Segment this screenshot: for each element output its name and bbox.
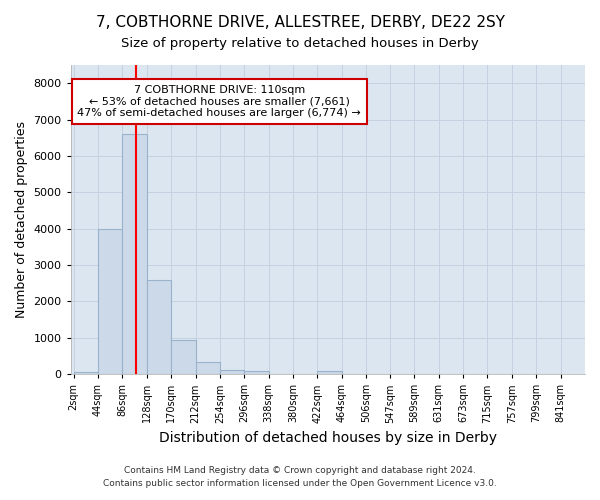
Text: Size of property relative to detached houses in Derby: Size of property relative to detached ho… — [121, 38, 479, 51]
Text: Contains HM Land Registry data © Crown copyright and database right 2024.
Contai: Contains HM Land Registry data © Crown c… — [103, 466, 497, 487]
Bar — [196, 362, 220, 374]
X-axis label: Distribution of detached houses by size in Derby: Distribution of detached houses by size … — [159, 431, 497, 445]
Bar — [244, 370, 269, 374]
Bar — [122, 134, 147, 374]
Text: 7 COBTHORNE DRIVE: 110sqm
← 53% of detached houses are smaller (7,661)
47% of se: 7 COBTHORNE DRIVE: 110sqm ← 53% of detac… — [77, 85, 361, 118]
Text: 7, COBTHORNE DRIVE, ALLESTREE, DERBY, DE22 2SY: 7, COBTHORNE DRIVE, ALLESTREE, DERBY, DE… — [95, 15, 505, 30]
Bar — [74, 372, 98, 374]
Bar — [171, 340, 196, 374]
Bar — [220, 370, 244, 374]
Bar — [317, 371, 342, 374]
Bar — [147, 280, 171, 374]
Bar — [98, 228, 122, 374]
Y-axis label: Number of detached properties: Number of detached properties — [15, 121, 28, 318]
